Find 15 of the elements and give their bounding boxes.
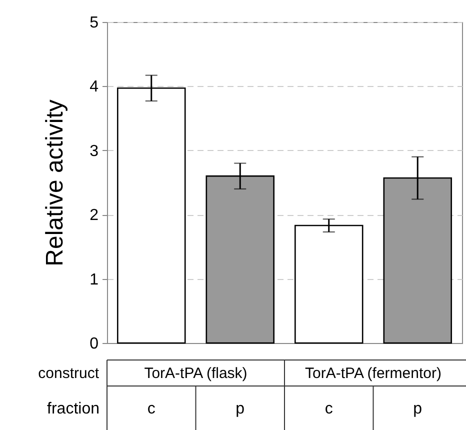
y-axis-title: Relative activity: [42, 100, 69, 266]
x-tick-label: p: [413, 400, 422, 418]
text: construct: [38, 365, 100, 382]
y-tick-label: 4: [90, 78, 99, 96]
y-tick-label: 3: [90, 142, 99, 160]
text: TorA-tPA (flask): [144, 365, 248, 382]
y-tick-label: 1: [90, 271, 99, 288]
x-axis-title: fraction: [47, 400, 100, 418]
x-tick-label: p: [236, 400, 245, 418]
x-tick-label: c: [324, 400, 333, 418]
y-tick-label: 2: [90, 207, 99, 224]
y-tick-label: 5: [90, 14, 99, 32]
x-tick-label: c: [147, 400, 156, 418]
y-tick-label: 0: [90, 336, 99, 352]
text: TorA-tPA (fermentor): [305, 365, 442, 382]
